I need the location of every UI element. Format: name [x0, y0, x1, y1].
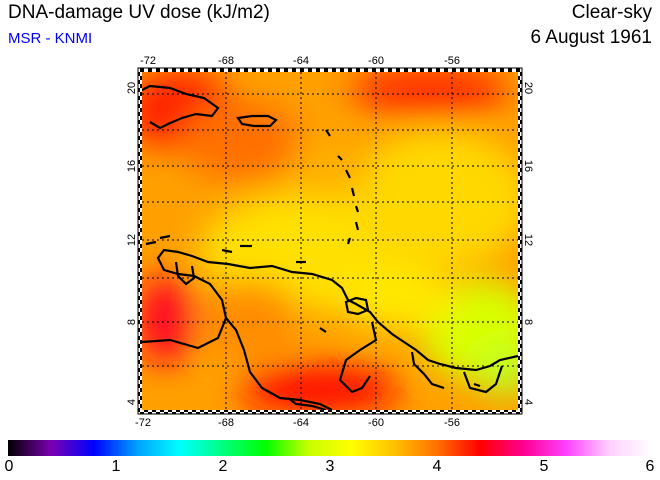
colorbar-label-1: 1: [111, 458, 121, 475]
colorbar: [8, 440, 652, 456]
date-label: 6 August 1961: [530, 27, 653, 48]
lat-tick-right-5: 20: [522, 82, 534, 94]
source-label: MSR - KNMI: [8, 30, 93, 47]
lon-tick-top-1: -72: [140, 55, 156, 67]
lat-tick-left-3: 12: [126, 234, 138, 246]
lon-tick-bottom-4: -60: [368, 417, 384, 429]
colorbar-label-4: 4: [432, 458, 442, 475]
colorbar-label-0: 0: [4, 458, 14, 475]
colorbar-label-2: 2: [218, 458, 228, 475]
lon-tick-bottom-1: -72: [135, 417, 151, 429]
coastlines: [142, 84, 518, 410]
lat-tick-right-3: 12: [522, 234, 534, 246]
map-frame: [137, 67, 523, 415]
uv-dose-field: [142, 72, 518, 410]
map-title: DNA-damage UV dose (kJ/m2): [8, 2, 270, 23]
graticule: [142, 72, 518, 410]
lat-tick-right-2: 8: [522, 319, 534, 325]
colorbar-label-3: 3: [325, 458, 335, 475]
lat-tick-left-2: 8: [126, 319, 138, 325]
lon-tick-top-3: -64: [293, 55, 309, 67]
sky-condition-label: Clear-sky: [571, 2, 652, 23]
lon-tick-top-5: -56: [444, 55, 460, 67]
lon-tick-bottom-3: -64: [293, 417, 309, 429]
lat-tick-left-5: 20: [126, 82, 138, 94]
colorbar-label-6: 6: [645, 458, 655, 475]
axis-labels: -72 -68 -64 -60 -56 -72 -68 -64 -60 -56 …: [126, 55, 534, 429]
lat-tick-right-1: 4: [522, 399, 534, 405]
lon-tick-bottom-5: -56: [444, 417, 460, 429]
colorbar-label-5: 5: [539, 458, 549, 475]
lat-tick-right-4: 16: [522, 160, 534, 172]
lat-tick-left-1: 4: [126, 399, 138, 405]
lon-tick-top-2: -68: [218, 55, 234, 67]
lat-tick-left-4: 16: [126, 160, 138, 172]
lon-tick-bottom-2: -68: [218, 417, 234, 429]
lon-tick-top-4: -60: [368, 55, 384, 67]
